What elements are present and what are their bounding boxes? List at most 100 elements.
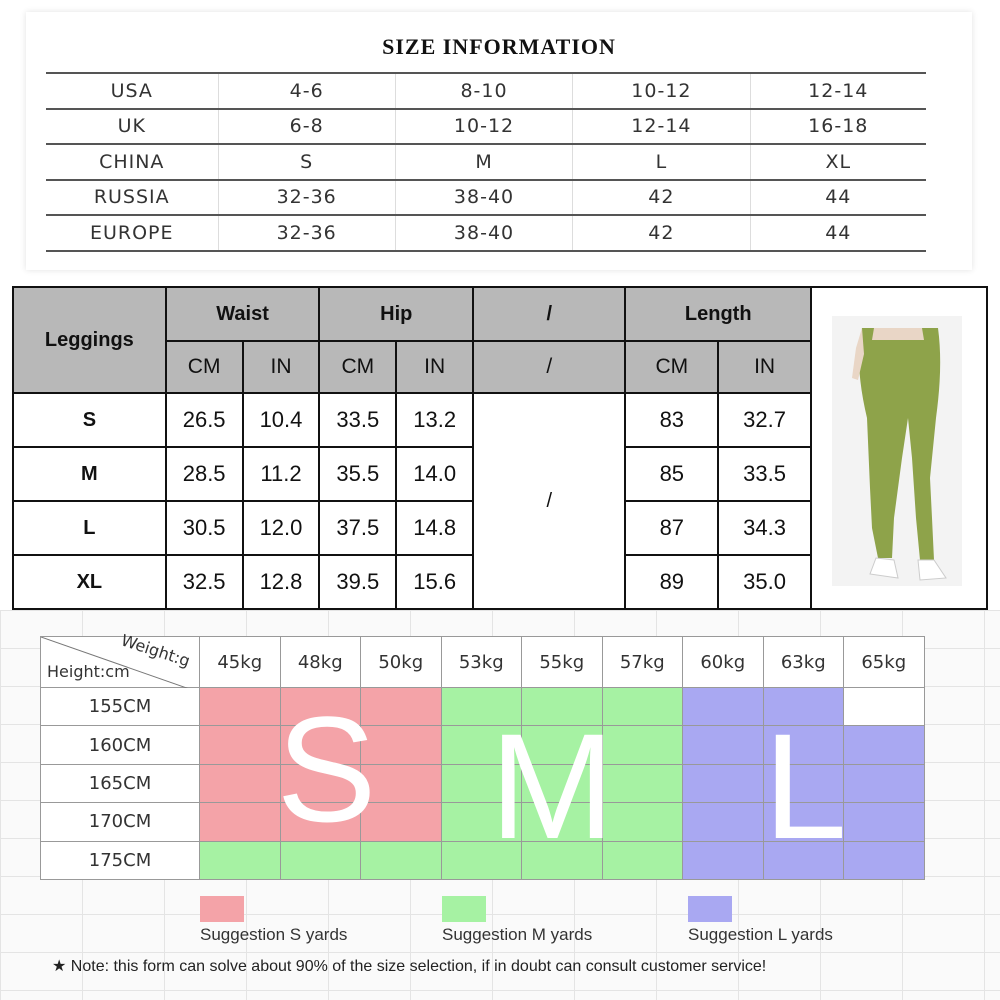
measurement-waist-in: 12.0	[241, 500, 321, 556]
size-zone-cell-s	[200, 726, 281, 765]
size-zone-cell-s	[280, 764, 361, 804]
size-zone-cell-m	[602, 688, 683, 727]
size-zone-cell-w	[844, 688, 925, 727]
leggings-product-photo	[812, 286, 988, 610]
region-label: UK	[46, 108, 218, 145]
size-zone-cell-m	[361, 841, 442, 880]
leggings-illustration	[832, 316, 962, 586]
measurement-len-cm: 85	[624, 446, 720, 502]
size-zone-cell-s	[361, 688, 442, 727]
waist-cm-unit: CM	[164, 340, 244, 394]
size-zone-cell-l	[683, 726, 764, 765]
size-zone-cell-m	[602, 841, 683, 880]
weight-header-cell: 45kg	[200, 636, 281, 688]
weight-header-cell: 55kg	[522, 636, 603, 688]
size-value: 12-14	[749, 72, 926, 110]
height-header-cell: 160CM	[40, 726, 200, 765]
weight-header-cell: 57kg	[602, 636, 683, 688]
size-row: EUROPE 32-36 38-40 42 44	[46, 215, 926, 252]
measurement-waist-cm: 30.5	[164, 500, 244, 556]
weight-header-cell: 60kg	[683, 636, 764, 688]
size-zone-cell-s	[280, 803, 361, 842]
region-label: USA	[46, 72, 218, 110]
measurement-hip-cm: 39.5	[318, 554, 398, 610]
waist-header: Waist	[164, 286, 321, 342]
legend-swatch-l	[688, 896, 732, 922]
size-information-title: SIZE INFORMATION	[382, 34, 616, 59]
legend-swatch-s	[200, 896, 244, 922]
size-value: 8-10	[394, 72, 573, 110]
size-zone-cell-s	[200, 803, 281, 842]
weight-header-cell: 48kg	[280, 636, 361, 688]
size-zone-cell-l	[844, 841, 925, 880]
measurement-len-cm: 87	[624, 500, 720, 556]
size-value: 10-12	[394, 108, 573, 145]
hip-cm-unit: CM	[318, 340, 398, 394]
measurement-hip-cm: 35.5	[318, 446, 398, 502]
size-zone-cell-m	[602, 803, 683, 842]
measurement-len-cm: 89	[624, 554, 720, 610]
measurement-len-in: 34.3	[717, 500, 812, 556]
slash-header: /	[472, 286, 627, 342]
legend-label-l: Suggestion L yards	[688, 925, 833, 944]
size-zone-cell-l	[763, 803, 844, 842]
leggings-label: Leggings	[12, 286, 167, 394]
size-selection-note: ★ Note: this form can solve about 90% of…	[52, 958, 767, 975]
size-zone-cell-s	[200, 764, 281, 804]
weight-header-cell: 50kg	[361, 636, 442, 688]
size-zone-cell-l	[683, 841, 764, 880]
size-zone-cell-l	[683, 688, 764, 727]
size-zone-cell-m	[522, 803, 603, 842]
size-value: 12-14	[572, 108, 751, 145]
leggings-size-row: XL 32.5 12.8 39.5 15.6 89 35.0	[12, 554, 812, 610]
region-label: EUROPE	[46, 215, 218, 252]
size-value: 16-18	[749, 108, 926, 145]
measurement-hip-in: 14.0	[395, 446, 475, 502]
measurement-hip-in: 14.8	[395, 500, 475, 556]
size-zone-cell-l	[763, 764, 844, 804]
size-zone-cell-l	[763, 841, 844, 880]
size-zone-cell-s	[280, 688, 361, 727]
size-information-panel: SIZE INFORMATION USA 4-6 8-10 10-12 12-14 UK 6…	[26, 12, 972, 270]
size-zone-cell-m	[522, 688, 603, 727]
measurement-waist-in: 12.8	[241, 554, 321, 610]
weight-header-cell: 65kg	[844, 636, 925, 688]
slash-unit: /	[472, 340, 627, 394]
size-zone-cell-s	[361, 764, 442, 804]
size-zone-cell-l	[844, 803, 925, 842]
size-zone-cell-m	[441, 803, 522, 842]
height-header-cell: 165CM	[40, 764, 200, 804]
size-value: 32-36	[217, 215, 396, 252]
waist-in-unit: IN	[241, 340, 321, 394]
measurement-len-in: 35.0	[717, 554, 812, 610]
size-zone-cell-m	[441, 726, 522, 765]
measurement-hip-cm: 33.5	[318, 392, 398, 448]
size-value: 32-36	[217, 179, 396, 216]
measurement-len-cm: 83	[624, 392, 720, 448]
size-zone-cell-s	[200, 688, 281, 727]
size-value: M	[394, 144, 573, 181]
size-zone-cell-l	[844, 764, 925, 804]
size-zone-cell-s	[280, 726, 361, 765]
corner-diagonal	[41, 637, 201, 693]
size-zone-cell-m	[522, 764, 603, 804]
size-row: RUSSIA 32-36 38-40 42 44	[46, 179, 926, 216]
weight-height-grid: Weight:g Height:cm 45kg 48kg 50kg 53kg 55kg 5…	[40, 630, 930, 880]
size-label: XL	[12, 554, 167, 610]
leggings-measurement-panel: Leggings Waist Hip / Length CM IN CM IN …	[12, 286, 988, 610]
size-zone-cell-m	[441, 688, 522, 727]
size-zone-cell-l	[844, 726, 925, 765]
height-header-cell: 170CM	[40, 803, 200, 842]
size-zone-cell-s	[361, 803, 442, 842]
middle-slash-cell: /	[472, 392, 627, 610]
size-conversion-table: USA 4-6 8-10 10-12 12-14 UK 6-8 10-12 12-14 16-18…	[46, 72, 926, 252]
measurement-waist-in: 10.4	[241, 392, 321, 448]
size-value: 4-6	[217, 72, 396, 110]
hip-header: Hip	[318, 286, 475, 342]
size-zone-cell-l	[683, 803, 764, 842]
size-zone-cell-m	[522, 841, 603, 880]
size-zone-cell-m	[441, 764, 522, 804]
size-zone-cell-m	[441, 841, 522, 880]
leggings-size-row: M 28.5 11.2 35.5 14.0 85 33.5	[12, 446, 812, 502]
measurement-waist-cm: 26.5	[164, 392, 244, 448]
